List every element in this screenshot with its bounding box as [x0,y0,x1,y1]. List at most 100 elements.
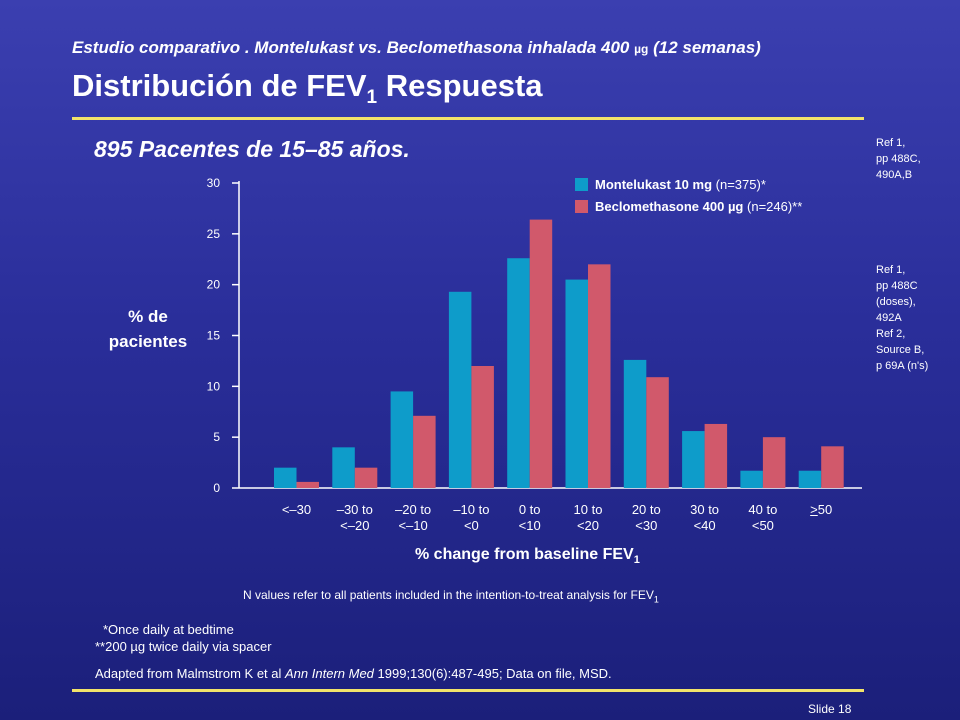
x-tick-label-line: <–30 [281,502,312,517]
ref2-line: Source B, [876,344,925,356]
slide-title: Distribución de FEV1 Respuesta [72,68,543,109]
y-tick-label: 20 [207,278,221,292]
bar-montelukast [507,258,530,488]
source-journal: Ann Intern Med [285,666,374,681]
n-values-note-subscript: 1 [653,594,659,605]
x-tick-label-line: 20 to [631,502,661,517]
x-tick-label-line: <–20 [340,518,370,533]
y-tick-label: 30 [207,176,221,190]
subtitle-unit: µg [634,42,649,56]
subtitle-main: Estudio comparativo . Montelukast vs. Be… [72,38,630,57]
x-tick-label: 30 to <40 [670,502,740,534]
ref1-line: 490A,B [876,169,913,181]
bar-montelukast [332,447,355,488]
x-tick-label: 10 to <20 [553,502,623,534]
bar-beclomethasone [529,219,553,488]
bar-montelukast [274,467,297,488]
title-subscript: 1 [366,87,378,109]
x-tick-label-line: 10 to [573,502,603,517]
y-tick-label: 10 [207,379,221,393]
chart-legend: Montelukast 10 mg (n=375)* Beclomethason… [575,173,802,217]
slide-subtitle: Estudio comparativo . Montelukast vs. Be… [72,38,761,58]
x-tick-label-line: –10 to [453,502,490,517]
x-axis-label: % change from baseline FEV1 [415,546,640,566]
ref2-line: 492A [876,312,902,324]
x-tick-label: 20 to <30 [611,502,681,534]
x-tick-label-line: <50 [751,518,774,533]
bar-montelukast [682,431,705,488]
patients-heading: 895 Pacentes de 15–85 años. [94,136,410,162]
bar-montelukast [390,391,414,488]
x-tick-label-line: 40 to [748,502,778,517]
title-divider [72,117,864,120]
n-values-note-main: N values refer to all patients included … [243,588,654,602]
bar-beclomethasone [471,366,494,488]
bar-beclomethasone [762,437,786,488]
y-tick-label: 15 [207,329,221,343]
x-tick-label-line: >50 [810,502,833,517]
x-axis-label-subscript: 1 [633,554,640,567]
bar-beclomethasone [704,423,728,488]
x-tick-label-line: <20 [576,518,600,533]
x-tick-label-line: –30 to [336,502,373,517]
source-pre: Adapted from Malmstrom K et al [95,666,286,681]
x-tick-label-line: <–10 [398,518,428,533]
x-tick-label-line: –20 to [395,502,432,517]
bar-beclomethasone [821,446,844,488]
bar-montelukast [798,470,822,488]
footnote-once-daily: *Once daily at bedtime [103,622,234,637]
x-tick-label-line: 30 to [690,502,720,517]
bar-montelukast [623,359,647,488]
x-tick-label: <–30 [262,502,332,518]
n-values-note: N values refer to all patients included … [243,588,659,604]
bar-beclomethasone [296,481,319,488]
x-tick-label: –20 to <–10 [378,502,448,534]
x-tick-label: –30 to <–20 [320,502,390,534]
legend-swatch-montelukast [575,177,588,191]
ref1-line: Ref 1, [876,137,906,149]
title-end: Respuesta [385,68,543,103]
x-tick-label-line: 0 to [518,502,541,517]
legend-label-beclomethasone: Beclomethasone 400 µg [595,198,744,214]
x-tick-label-line: <10 [518,518,541,533]
title-main: Distribución de FEV [72,68,367,103]
footer-divider [72,689,864,692]
x-tick-label-line: <0 [463,518,479,533]
subtitle-end: (12 semanas) [653,38,761,57]
x-axis-label-main: % change from baseline FEV [415,546,634,563]
y-tick-label: 25 [207,227,221,241]
x-tick-label: >50 [786,502,856,518]
x-tick-label-line: <30 [635,518,658,533]
y-tick-label: 5 [213,430,220,444]
reference-note-1: Ref 1, pp 488C, 490A,B [876,135,956,183]
ref2-line: pp 488C [876,280,918,292]
y-axis-label: % de pacientes [108,307,188,351]
legend-item-beclomethasone: Beclomethasone 400 µg (n=246)** [575,195,802,217]
x-tick-label: 40 to <50 [728,502,798,534]
bar-montelukast [565,279,588,488]
bar-beclomethasone [413,415,436,488]
slide-number: Slide 18 [808,702,852,716]
ref1-line: pp 488C, [876,153,921,165]
x-tick-label: –10 to <0 [436,502,506,534]
ref2-line: Ref 1, [876,264,906,276]
source-post: 1999;130(6):487-495; Data on file, MSD. [373,666,612,681]
ref2-line: (doses), [876,296,916,308]
y-tick-label: 0 [213,481,220,495]
bar-beclomethasone [354,467,378,488]
legend-label-montelukast: Montelukast 10 mg [595,176,713,192]
x-tick-label-line: <40 [693,518,716,533]
x-tick-label: 0 to <10 [495,502,565,534]
ref2-line: Ref 2, [876,328,906,340]
footnote-twice-daily: **200 µg twice daily via spacer [95,639,272,654]
source-citation: Adapted from Malmstrom K et al Ann Inter… [95,666,612,681]
bar-beclomethasone [588,264,611,488]
reference-note-2: Ref 1, pp 488C (doses), 492A Ref 2, Sour… [876,262,956,374]
legend-n-montelukast: (n=375)* [715,176,766,192]
legend-item-montelukast: Montelukast 10 mg (n=375)* [575,173,802,195]
bar-beclomethasone [646,377,669,488]
legend-n-beclomethasone: (n=246)** [747,198,803,214]
bar-montelukast [740,470,763,488]
bar-montelukast [448,291,472,488]
